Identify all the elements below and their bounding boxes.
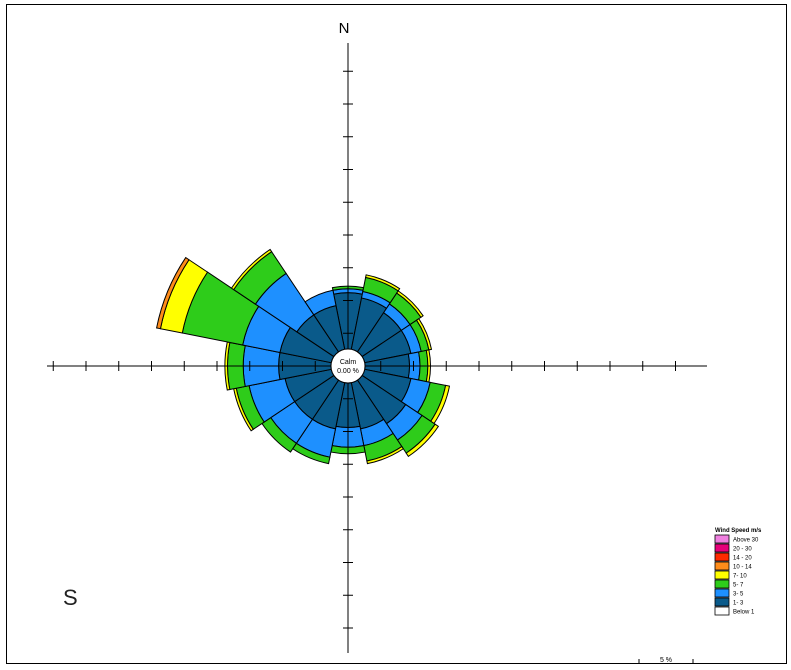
wind-rose-axes — [47, 43, 707, 653]
petal-segment-292.5deg-bin-5 — [156, 256, 190, 330]
legend-label: 5- 7 — [733, 583, 744, 589]
wind-speed-legend: Wind Speed m/s Above 30 20 - 30 14 - 20 10 … — [714, 528, 762, 616]
petal-segment-135deg-bin-4 — [405, 423, 440, 458]
wind-rose-petals — [156, 248, 451, 465]
legend-swatch — [714, 606, 730, 616]
legend-label: Above 30 — [733, 538, 759, 544]
legend-swatch — [714, 579, 730, 589]
legend-swatch — [714, 543, 730, 553]
legend-swatch — [714, 597, 730, 607]
legend-title: Wind Speed m/s — [715, 528, 762, 534]
legend-label: 20 - 30 — [733, 547, 752, 553]
legend-swatch — [714, 570, 730, 580]
scale-bar: 5 % — [638, 657, 694, 663]
corner-label-text: S — [63, 585, 78, 610]
petal-segment-337.5deg-bin-2 — [304, 289, 337, 316]
petal-segment-22.5deg-bin-4 — [365, 274, 401, 292]
calm-label: Calm — [340, 359, 357, 366]
north-label: N — [339, 20, 350, 37]
petal-segment-157.5deg-bin-4 — [366, 445, 404, 465]
scale-label: 5 % — [660, 657, 672, 663]
chart-frame: N Calm 0.00 % Wind Speed m/s Above 30 20 … — [6, 4, 787, 664]
legend-swatch — [714, 552, 730, 562]
legend-label: 14 - 20 — [733, 556, 752, 562]
calm-circle: Calm 0.00 % — [330, 348, 366, 384]
petal-segment-67.5deg-bin-4 — [415, 318, 433, 351]
legend-swatch — [714, 588, 730, 598]
petal-segment-315deg-bin-4 — [230, 248, 273, 291]
legend-swatch — [714, 534, 730, 544]
wind-rose-chart: N Calm 0.00 % Wind Speed m/s Above 30 20 … — [47, 20, 762, 663]
legend-label: 1- 3 — [733, 601, 744, 607]
legend-swatch — [714, 561, 730, 571]
legend-label: 10 - 14 — [733, 565, 752, 571]
legend-label: Below 1 — [733, 610, 755, 616]
corner-label: S — [59, 575, 133, 657]
legend-label: 7- 10 — [733, 574, 747, 580]
calm-value: 0.00 % — [337, 368, 359, 375]
petal-segment-45deg-bin-4 — [396, 290, 424, 318]
legend-label: 3- 5 — [733, 592, 744, 598]
